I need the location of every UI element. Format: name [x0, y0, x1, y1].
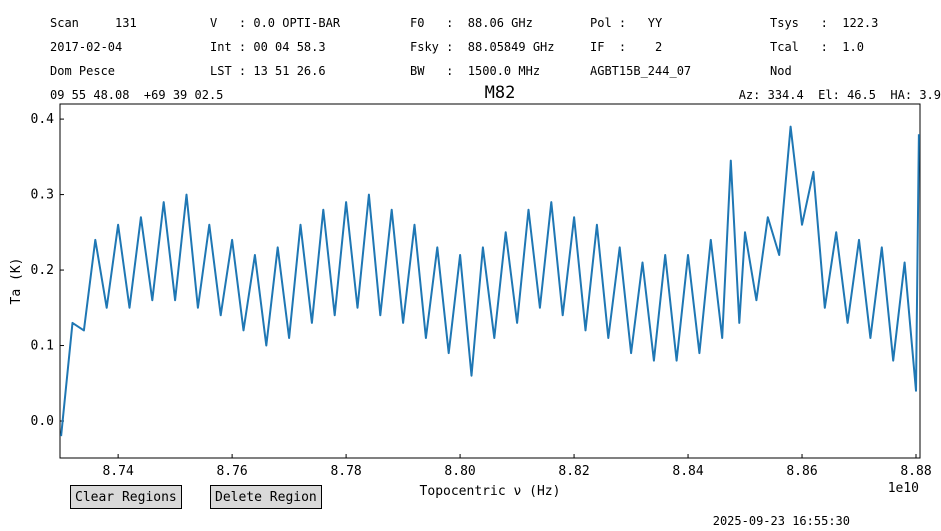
x-tick-label: 8.84 [672, 464, 703, 479]
x-tick-label: 8.86 [786, 464, 817, 479]
header-field: BW : 1500.0 MHz [410, 64, 540, 78]
header-field: Tsys : 122.3 [770, 16, 878, 30]
x-tick-label: 8.88 [900, 464, 931, 479]
header-field: Int : 00 04 58.3 [210, 40, 326, 54]
header-field: 2017-02-04 [50, 40, 122, 54]
header-field: LST : 13 51 26.6 [210, 64, 326, 78]
header-field: Nod [770, 64, 792, 78]
header-field: Dom Pesce [50, 64, 115, 78]
y-tick-label: 0.0 [31, 414, 54, 429]
header-field: Pol : YY [590, 16, 663, 30]
timestamp: 2025-09-23 16:55:30 [713, 514, 850, 528]
x-tick-label: 8.76 [216, 464, 247, 479]
header-field: Fsky : 88.05849 GHz [410, 40, 555, 54]
x-axis-label: Topocentric ν (Hz) [420, 484, 561, 499]
x-tick-label: 8.78 [330, 464, 361, 479]
header-field: F0 : 88.06 GHz [410, 16, 533, 30]
y-tick-label: 0.1 [31, 339, 54, 354]
y-tick-label: 0.4 [31, 112, 55, 127]
header-field: IF : 2 [590, 40, 662, 54]
coordinates: 09 55 48.08 +69 39 02.5 [50, 88, 223, 102]
x-tick-label: 8.82 [558, 464, 589, 479]
delete-region-button[interactable]: Delete Region [210, 485, 322, 509]
chart-title: M82 [485, 83, 516, 103]
header-field: Scan 131 [50, 16, 137, 30]
header-field: AGBT15B_244_07 [590, 64, 691, 78]
y-tick-label: 0.2 [31, 263, 54, 278]
y-axis-label: Ta (K) [9, 258, 24, 305]
header-field: V : 0.0 OPTI-BAR [210, 16, 341, 30]
pointing: Az: 334.4 El: 46.5 HA: 3.9 [739, 88, 941, 102]
plot-frame [59, 103, 921, 459]
x-offset-label: 1e10 [888, 481, 919, 496]
x-tick-label: 8.74 [102, 464, 133, 479]
spectrum-line [60, 125, 920, 437]
header-field: Tcal : 1.0 [770, 40, 864, 54]
y-tick-label: 0.3 [31, 188, 54, 203]
clear-regions-button[interactable]: Clear Regions [70, 485, 182, 509]
x-tick-label: 8.80 [444, 464, 475, 479]
